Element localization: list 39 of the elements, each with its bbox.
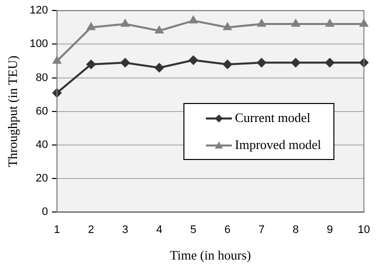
point [360,20,368,27]
y-tick-label: 0 [42,206,48,218]
point [120,58,130,68]
x-tick-label: 5 [190,224,196,236]
point [257,58,266,68]
point [87,22,96,30]
x-tick-label: 7 [258,224,265,236]
x-axis-title: Time (in hours) [170,248,251,263]
x-tick-label: 2 [88,224,94,236]
point [121,20,130,27]
y-tick-label: 60 [36,105,48,118]
x-tick-label: 1 [54,224,60,236]
x-tick-label: 10 [358,224,370,236]
y-tick-label: 40 [36,139,48,152]
point [86,60,96,69]
x-tick-label: 4 [156,224,162,236]
point [291,58,300,68]
y-tick-label: 120 [30,4,48,17]
legend-label: Current model [234,110,311,125]
point [222,60,232,69]
point [258,20,266,27]
point [154,63,164,72]
legend-label: Improved model [234,136,322,152]
y-axis-title: Throughput (in TEU) [5,56,20,168]
point [189,16,198,24]
point [52,56,61,64]
x-tick-label: 3 [122,224,128,236]
point [292,20,300,27]
y-tick-label: 80 [36,72,48,84]
x-tick-label: 9 [326,224,333,236]
y-tick-label: 20 [36,172,48,185]
point [326,20,334,27]
point [188,56,198,65]
point [325,58,334,68]
y-tick-label: 100 [30,38,48,50]
point [155,26,164,34]
x-tick-label: 6 [224,224,231,236]
x-tick-label: 8 [292,224,299,236]
point [223,22,232,30]
